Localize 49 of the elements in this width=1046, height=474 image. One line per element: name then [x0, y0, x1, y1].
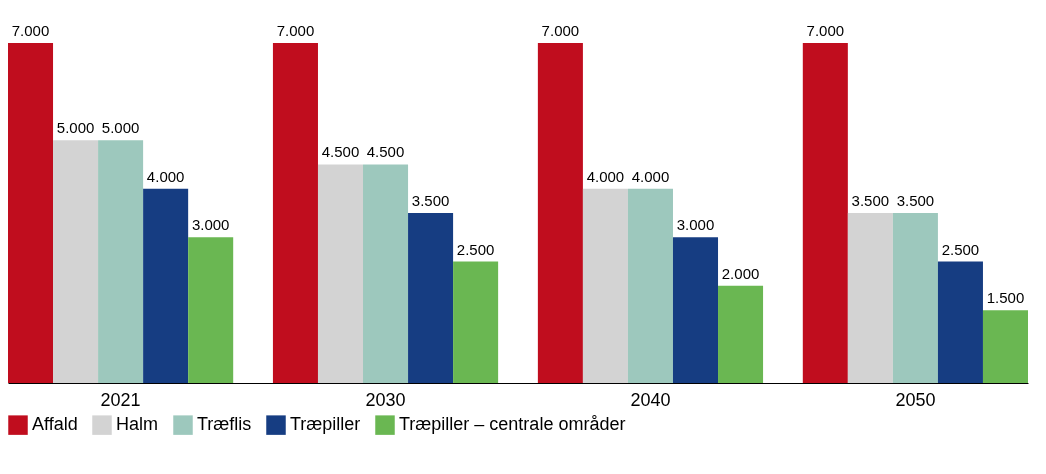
- x-tick-label: 2050: [895, 389, 936, 410]
- bar: [537, 43, 583, 383]
- bar: [98, 140, 144, 383]
- data-label: 4.000: [586, 167, 625, 185]
- legend-label: Affald: [32, 414, 78, 435]
- data-label: 3.500: [411, 192, 450, 209]
- data-label: 2.500: [456, 240, 495, 258]
- x-tick-label: 2040: [630, 389, 671, 410]
- data-label: 7.000: [11, 22, 50, 39]
- data-label: 3.500: [851, 192, 890, 209]
- data-label: 4.000: [146, 167, 185, 185]
- bar: [317, 164, 364, 383]
- data-label: 4.500: [321, 143, 360, 161]
- legend-label: Halm: [116, 414, 159, 435]
- bar: [143, 188, 189, 383]
- bar: [272, 43, 318, 383]
- bar: [8, 43, 54, 383]
- data-label: 4.000: [631, 167, 670, 185]
- bar: [892, 213, 938, 383]
- bar: [453, 261, 499, 383]
- data-label: 3.500: [896, 192, 935, 209]
- data-label: 7.000: [541, 22, 580, 39]
- bar: [718, 285, 764, 383]
- data-label: 3.000: [191, 216, 230, 234]
- x-tick-label: 2030: [365, 389, 406, 410]
- bar: [937, 261, 983, 383]
- legend-label: Træpiller: [290, 414, 361, 435]
- bar: [408, 213, 454, 383]
- bar: [627, 188, 673, 383]
- bar: [363, 164, 409, 383]
- data-label: 1.500: [986, 289, 1025, 307]
- data-label: 5.000: [56, 119, 95, 137]
- bar: [802, 43, 848, 383]
- bar: [582, 188, 628, 383]
- data-label: 2.000: [721, 264, 760, 282]
- data-label: 7.000: [276, 22, 315, 39]
- data-label: 3.000: [676, 216, 715, 234]
- data-label: 2.500: [941, 240, 980, 258]
- bar: [188, 237, 234, 383]
- x-tick-label: 2021: [100, 389, 141, 410]
- data-label: 5.000: [101, 119, 140, 137]
- bar: [53, 140, 99, 383]
- bar: [672, 237, 719, 383]
- data-label: 4.500: [366, 143, 405, 161]
- bar: [847, 213, 893, 383]
- legend-label: Træflis: [197, 414, 252, 435]
- data-label: 7.000: [806, 22, 845, 39]
- bar: [982, 310, 1028, 383]
- legend-label: Træpiller – centrale områder: [399, 414, 626, 435]
